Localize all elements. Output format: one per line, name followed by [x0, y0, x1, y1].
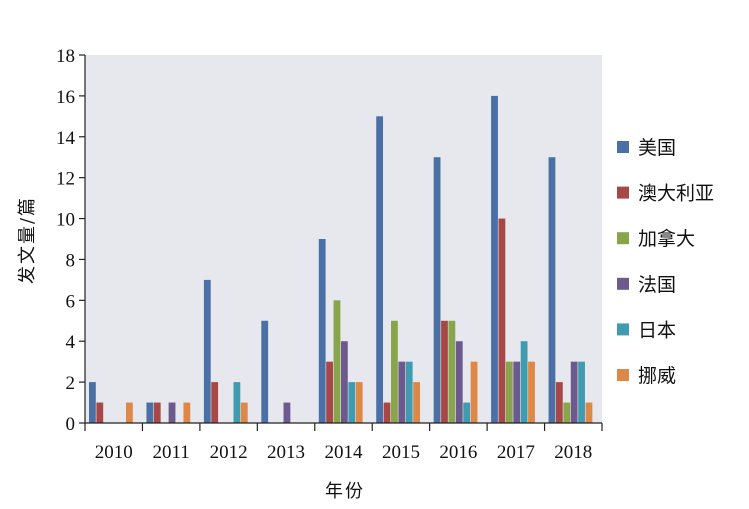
bar-2016-series-1 [441, 320, 448, 423]
y-axis: 0 2 4 6 8 10 12 14 16 18 [56, 46, 86, 435]
bar-2015-series-5 [413, 382, 421, 423]
legend-swatch [617, 186, 629, 199]
x-tick-label: 2015 [382, 442, 420, 463]
x-tick-label: 2011 [153, 442, 190, 463]
bar-2015-series-1 [383, 402, 391, 423]
y-tick-label: 10 [56, 210, 75, 231]
bar-2018-series-0 [548, 157, 556, 423]
x-tick-label: 2018 [554, 442, 592, 463]
bar-2014-series-2 [333, 300, 341, 423]
bar-2018-series-2 [563, 402, 571, 423]
bar-2017-series-5 [528, 361, 535, 423]
bar-2014-series-1 [326, 361, 333, 423]
bar-2015-series-0 [376, 116, 384, 423]
legend-label: 挪威 [638, 365, 676, 387]
bar-2017-series-4 [520, 341, 528, 423]
bar-2018-series-1 [555, 382, 563, 423]
y-tick-label: 6 [66, 291, 76, 312]
bar-2015-series-2 [391, 320, 398, 423]
y-tick-label: 16 [56, 87, 75, 108]
bar-2011-series-5 [183, 402, 191, 423]
x-axis-title: 年份 [325, 481, 365, 502]
bar-2014-series-3 [340, 341, 348, 423]
bars [89, 95, 593, 423]
bar-2013-series-3 [283, 402, 291, 423]
x-tick-label: 2012 [210, 442, 248, 463]
x-axis: 2010 2011 2012 2013 2014 2015 2016 2017 2018 [84, 422, 603, 463]
legend-label: 加拿大 [638, 227, 695, 250]
bar-2016-series-5 [470, 361, 478, 423]
legend-swatch [617, 232, 629, 245]
legend-swatch [617, 323, 629, 336]
bar-2015-series-4 [405, 361, 413, 423]
bar-2017-series-3 [513, 361, 521, 423]
y-tick-label: 8 [66, 250, 76, 271]
bar-2012-series-1 [211, 382, 219, 423]
bar-2010-series-1 [96, 402, 104, 423]
legend-swatch [617, 277, 629, 290]
y-axis-title: 发文量/篇 [17, 196, 38, 284]
bar-2012-series-0 [203, 279, 211, 423]
bar-2012-series-5 [240, 402, 248, 423]
bar-2012-series-4 [233, 382, 241, 423]
bar-2017-series-0 [491, 95, 498, 423]
bar-2018-series-4 [578, 361, 585, 423]
bar-2016-series-3 [455, 341, 463, 423]
legend-label: 法国 [638, 274, 676, 296]
bar-2014-series-5 [355, 382, 363, 423]
legend-swatch [617, 369, 629, 381]
bar-2010-series-0 [89, 382, 96, 423]
bar-2011-series-0 [146, 402, 154, 423]
bar-2018-series-5 [585, 402, 593, 423]
bar-2010-series-5 [126, 402, 133, 423]
bar-2014-series-0 [318, 239, 326, 423]
bar-2016-series-4 [463, 402, 471, 423]
x-tick-label: 2017 [497, 442, 535, 463]
bar-2011-series-1 [153, 402, 161, 423]
legend-label: 日本 [638, 319, 676, 341]
y-tick-label: 18 [56, 46, 75, 67]
y-tick-label: 4 [66, 332, 76, 353]
bar-2016-series-0 [433, 157, 441, 423]
bar-2011-series-3 [168, 402, 176, 423]
y-tick-label: 14 [56, 128, 76, 149]
y-tick-label: 0 [66, 414, 76, 435]
legend-swatch [617, 141, 629, 153]
x-tick-label: 2013 [267, 442, 305, 463]
x-tick-label: 2010 [95, 442, 133, 463]
bar-2017-series-2 [505, 361, 513, 423]
bar-2015-series-3 [398, 361, 406, 423]
x-tick-label: 2016 [439, 442, 477, 463]
legend-label: 美国 [638, 137, 676, 159]
y-tick-label: 2 [66, 373, 76, 394]
bar-2013-series-0 [261, 320, 269, 423]
legend-label: 澳大利亚 [638, 183, 714, 205]
bar-2018-series-3 [570, 361, 578, 423]
y-tick-label: 12 [56, 169, 75, 190]
bar-2017-series-1 [498, 218, 506, 423]
bar-2016-series-2 [448, 320, 456, 423]
x-tick-label: 2014 [325, 442, 364, 463]
bar-2014-series-4 [348, 382, 356, 423]
